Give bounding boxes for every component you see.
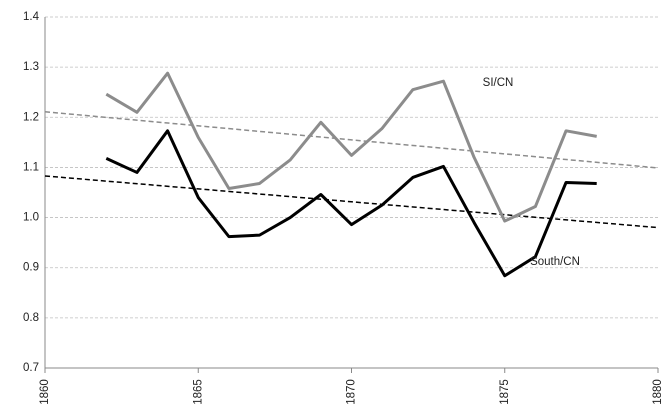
trend-line <box>44 175 659 229</box>
x-tick-label: 1875 <box>499 379 511 405</box>
y-tick-label: 1.4 <box>23 11 40 23</box>
x-tick-label: 1865 <box>192 379 204 405</box>
x-tick-label: 1860 <box>39 379 51 405</box>
y-tick-label: 1.2 <box>23 111 39 123</box>
series-label: SI/CN <box>483 77 514 89</box>
y-tick-label: 1.1 <box>23 161 39 173</box>
y-tick-label: 0.9 <box>23 262 39 274</box>
x-tick-label: 1880 <box>652 379 664 405</box>
y-tick-label: 0.7 <box>23 362 39 374</box>
y-tick-label: 1.0 <box>23 212 39 224</box>
y-tick-label: 0.8 <box>23 312 39 324</box>
y-tick-label: 1.3 <box>23 61 39 73</box>
line <box>105 129 597 278</box>
series-label: South/CN <box>530 256 580 268</box>
trend-line <box>44 111 659 169</box>
x-tick-label: 1870 <box>346 379 358 405</box>
line <box>105 71 597 223</box>
